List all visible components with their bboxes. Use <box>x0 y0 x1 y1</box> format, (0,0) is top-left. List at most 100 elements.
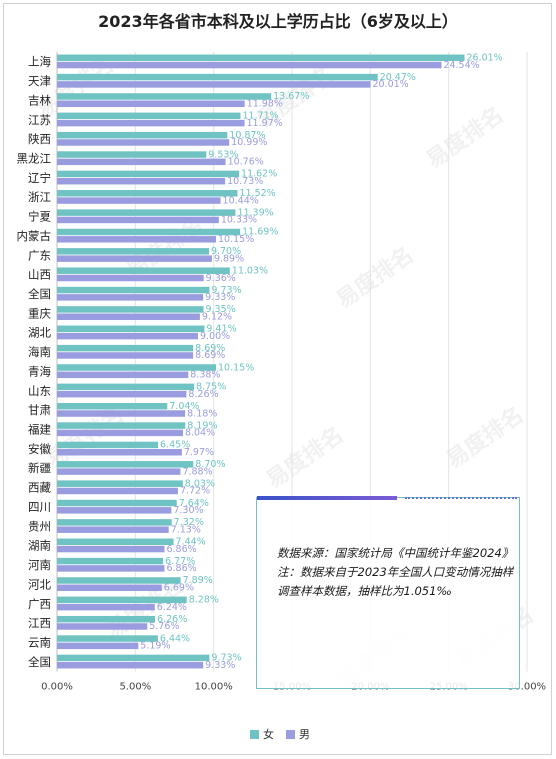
bar-male <box>57 371 189 379</box>
bar-male <box>57 565 165 572</box>
data-label-male: 6.86% <box>166 563 196 574</box>
bar-female <box>57 499 177 507</box>
data-label-female: 11.69% <box>242 227 278 238</box>
legend-swatch-male <box>286 729 295 739</box>
data-label-female: 7.64% <box>179 498 209 509</box>
legend-label-male: 男 <box>299 728 310 741</box>
data-label-female: 6.44% <box>160 633 190 644</box>
legend: 女 男 <box>250 726 310 742</box>
data-label-female: 7.32% <box>174 517 204 528</box>
category-label: 山西 <box>28 268 51 282</box>
data-label-male: 7.88% <box>182 466 212 477</box>
legend-label-female: 女 <box>263 728 274 741</box>
category-label: 宁夏 <box>28 210 51 224</box>
category-label: 吉林 <box>28 93 51 107</box>
bar-female <box>57 93 272 100</box>
bar-female <box>57 635 158 642</box>
note-accent-bar <box>257 496 397 500</box>
data-label-female: 11.03% <box>232 265 268 276</box>
category-label: 重庆 <box>28 306 51 320</box>
bar-female <box>57 364 217 371</box>
bar-male <box>57 449 182 456</box>
data-label-male: 10.99% <box>231 137 267 148</box>
data-label-female: 8.70% <box>195 459 225 470</box>
bar-female <box>57 306 204 313</box>
bar-female <box>57 267 230 274</box>
data-label-female: 10.15% <box>218 362 254 373</box>
legend-item-female: 女 <box>250 726 274 742</box>
data-label-female: 11.71% <box>242 111 278 122</box>
data-label-female: 13.67% <box>273 91 309 102</box>
bar-female <box>57 519 172 526</box>
data-label-male: 7.30% <box>173 505 203 516</box>
bar-female <box>57 54 465 61</box>
category-label: 河南 <box>28 558 51 572</box>
bar-female <box>57 209 236 216</box>
bar-male <box>57 294 204 301</box>
category-label: 西藏 <box>28 481 51 495</box>
bar-male <box>57 197 221 204</box>
category-label: 江西 <box>28 616 51 630</box>
data-label-female: 9.35% <box>205 304 235 315</box>
category-label: 甘肃 <box>28 403 51 417</box>
data-label-female: 11.52% <box>239 188 275 199</box>
data-label-female: 7.44% <box>176 537 206 548</box>
category-label: 云南 <box>28 635 51 649</box>
category-label: 天津 <box>28 74 51 88</box>
category-label: 全国 <box>28 287 51 301</box>
data-label-female: 8.19% <box>187 420 217 431</box>
bar-male <box>57 100 245 108</box>
data-label-female: 9.73% <box>211 285 241 296</box>
data-label-male: 10.33% <box>221 215 257 226</box>
bar-male <box>57 603 155 611</box>
bar-female <box>57 461 194 468</box>
bar-female <box>57 190 238 197</box>
data-label-male: 11.97% <box>247 118 283 129</box>
chart-title: 2023年各省市本科及以上学历占比（6岁及以上） <box>98 12 458 31</box>
source-note-box: 数据来源：国家统计局《中国统计年鉴2024》 注：数据来自于2023年全国人口变… <box>256 496 520 689</box>
data-label-male: 8.38% <box>190 370 220 381</box>
category-label: 黑龙江 <box>17 151 52 165</box>
data-label-male: 24.54% <box>443 60 479 71</box>
data-label-female: 9.70% <box>211 246 241 257</box>
x-tick-label: 30.00% <box>508 682 546 693</box>
data-label-female: 9.73% <box>211 653 241 664</box>
category-label: 山东 <box>28 384 51 398</box>
data-label-male: 9.33% <box>205 292 235 303</box>
data-label-male: 11.98% <box>247 99 283 110</box>
bar-female <box>57 654 210 662</box>
data-label-male: 10.15% <box>218 234 254 245</box>
bar-female <box>57 441 159 449</box>
x-tick-label: 0.00% <box>41 682 73 693</box>
data-label-female: 8.03% <box>185 478 215 489</box>
data-label-female: 26.01% <box>466 53 502 64</box>
category-label: 江苏 <box>28 113 51 127</box>
bar-male <box>57 623 148 630</box>
category-label: 广西 <box>28 597 51 611</box>
category-label: 福建 <box>28 423 51 437</box>
bar-female <box>57 228 241 236</box>
data-label-male: 6.86% <box>166 544 196 555</box>
bar-male <box>57 661 204 669</box>
category-label: 贵州 <box>28 519 51 533</box>
category-label: 全国 <box>28 655 51 669</box>
category-label: 辽宁 <box>28 171 51 185</box>
data-label-male: 10.76% <box>228 157 264 168</box>
bar-female <box>57 248 209 255</box>
data-label-male: 6.69% <box>164 583 194 594</box>
bar-female <box>57 402 168 410</box>
data-label-male: 10.73% <box>227 176 263 187</box>
bar-male <box>57 526 169 533</box>
data-label-male: 10.44% <box>223 195 259 206</box>
bar-male <box>57 255 212 262</box>
bar-male <box>57 139 230 146</box>
data-label-male: 8.04% <box>185 428 215 439</box>
data-label-female: 10.87% <box>229 130 265 141</box>
bar-female <box>57 383 195 391</box>
data-label-male: 20.01% <box>372 79 408 90</box>
bar-female <box>57 480 183 487</box>
data-label-male: 8.26% <box>188 389 218 400</box>
data-label-male: 8.69% <box>195 350 225 361</box>
bar-male <box>57 429 183 437</box>
bar-female <box>57 577 181 584</box>
